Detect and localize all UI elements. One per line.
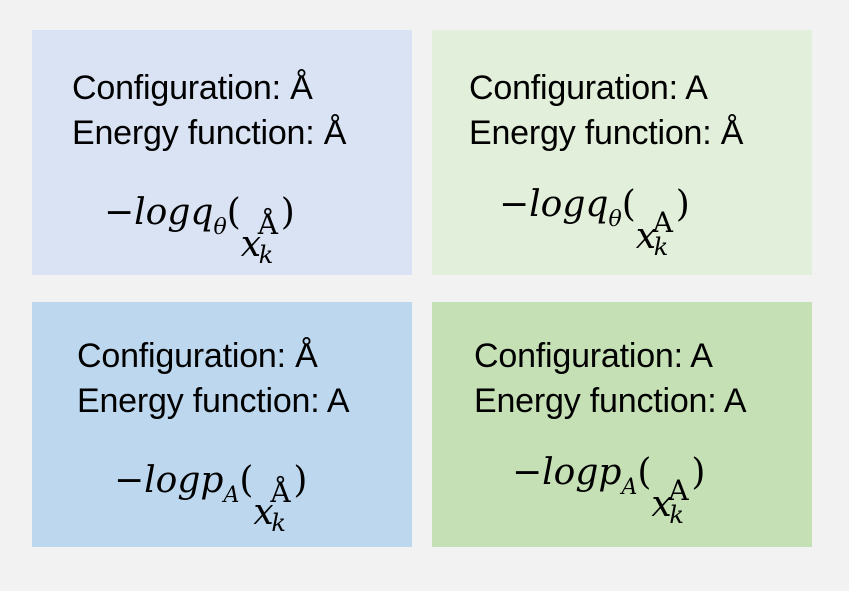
formula-index: k xyxy=(669,501,684,529)
formula-x: x xyxy=(635,216,657,257)
configuration-label: Configuration: Å xyxy=(77,337,318,375)
formula-open-paren: ( xyxy=(637,452,652,493)
formula-log: log xyxy=(542,452,599,493)
formula-x: x xyxy=(240,224,262,265)
formula-log: log xyxy=(134,192,191,233)
panel-bottom-left: Configuration: Å Energy function: A −log… xyxy=(32,302,412,547)
configuration-label: Configuration: Å xyxy=(72,69,313,107)
formula-index: k xyxy=(653,233,669,261)
configuration-label: Configuration: A xyxy=(474,337,713,375)
formula-close-paren: ) xyxy=(675,184,690,225)
formula-function: p xyxy=(598,452,622,493)
formula-close-paren: ) xyxy=(691,452,706,493)
formula-close-paren: ) xyxy=(293,460,308,501)
energy-function-label: Energy function: Å xyxy=(469,114,744,152)
energy-function-label: Energy function: A xyxy=(77,382,350,420)
formula-minus: − xyxy=(104,192,135,233)
formula-superscript: A xyxy=(668,474,689,507)
formula-subscript: A xyxy=(223,483,240,508)
formula-log: log xyxy=(529,184,586,225)
formula-minus: − xyxy=(114,460,145,501)
formula-function: q xyxy=(190,192,214,233)
panel-top-right: Configuration: A Energy function: Å −log… xyxy=(432,30,812,275)
energy-function-label: Energy function: Å xyxy=(72,114,347,152)
formula-subscript: A xyxy=(621,475,638,500)
panel-bottom-right: Configuration: A Energy function: A −log… xyxy=(432,302,812,547)
formula-close-paren: ) xyxy=(280,192,295,233)
formula-superscript: Å xyxy=(257,208,278,241)
formula-open-paren: ( xyxy=(226,192,241,233)
energy-function-label: Energy function: A xyxy=(474,382,747,420)
formula-subscript: θ xyxy=(213,215,227,240)
formula-log: log xyxy=(144,460,201,501)
formula-function: p xyxy=(200,460,224,501)
formula-index: k xyxy=(271,509,286,537)
formula-index: k xyxy=(258,241,274,269)
formula-open-paren: ( xyxy=(239,460,254,501)
formula-subscript: θ xyxy=(608,207,622,232)
formula-x: x xyxy=(651,484,672,525)
formula-function: q xyxy=(585,184,609,225)
formula-superscript: Å xyxy=(270,476,291,509)
configuration-label: Configuration: A xyxy=(469,69,708,107)
formula-superscript: A xyxy=(652,206,673,239)
panel-top-left: Configuration: Å Energy function: Å −log… xyxy=(32,30,412,275)
formula-open-paren: ( xyxy=(621,184,636,225)
formula-minus: − xyxy=(499,184,530,225)
formula-minus: − xyxy=(512,452,543,493)
formula-x: x xyxy=(253,492,274,533)
